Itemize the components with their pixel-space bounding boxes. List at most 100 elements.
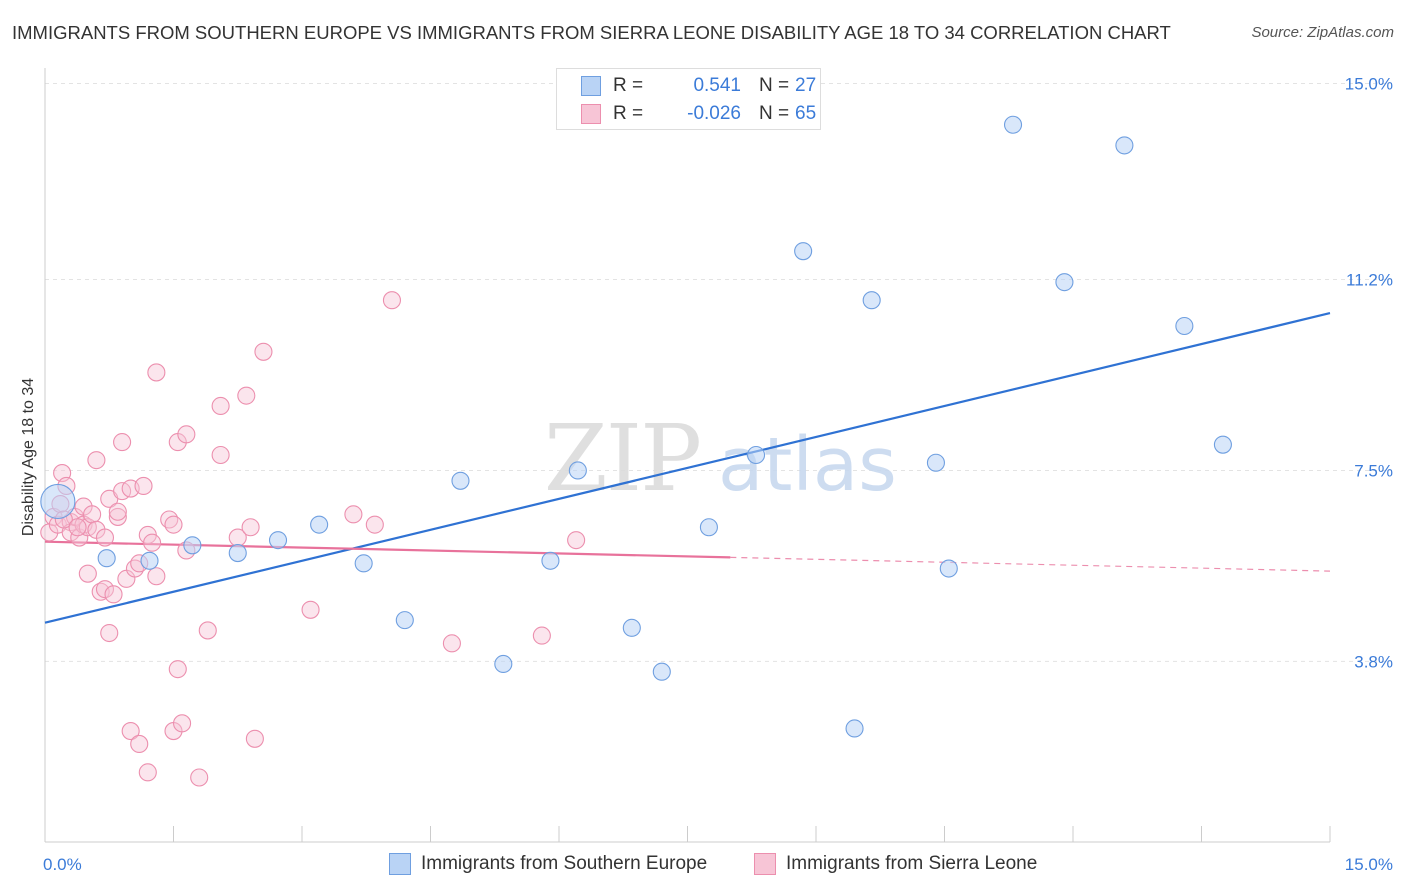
legend-n-label: N = [759, 103, 790, 124]
grid-lines [45, 82, 1392, 662]
watermark: ZIP atlas [544, 405, 897, 512]
data-point-sierra-leone [95, 528, 115, 547]
correlation-legend: R = 0.541 N = 27 R = -0.026 N = 65 [556, 68, 821, 130]
data-point-sierra-leone [365, 515, 384, 534]
data-point-sierra-leone [143, 533, 162, 552]
data-point-southern-europe [845, 719, 864, 738]
legend-swatch-pink [754, 853, 776, 875]
data-point-southern-europe [228, 543, 247, 563]
data-point-southern-europe [622, 618, 641, 637]
data-point-sierra-leone [198, 621, 217, 640]
data-point-southern-europe [926, 453, 945, 472]
data-point-southern-europe [268, 531, 288, 550]
data-point-southern-europe [1055, 273, 1074, 292]
data-point-southern-europe [354, 554, 373, 573]
data-point-sierra-leone [344, 505, 363, 524]
legend-n-value: 65 [795, 103, 817, 124]
data-point-southern-europe [699, 518, 718, 537]
data-point-sierra-leone [190, 768, 209, 787]
data-point-sierra-leone [121, 722, 140, 741]
data-point-southern-europe [494, 654, 513, 674]
legend-r-label: R = [613, 103, 644, 124]
data-point-sierra-leone [177, 425, 196, 444]
data-point-southern-europe [746, 445, 766, 465]
data-point-sierra-leone [108, 507, 127, 526]
legend-swatch-blue [581, 76, 601, 96]
data-point-sierra-leone [83, 505, 102, 524]
data-point-southern-europe [1003, 115, 1023, 134]
legend-r-value: -0.026 [687, 103, 741, 124]
data-point-southern-europe [140, 551, 159, 570]
data-point-sierra-leone [442, 634, 461, 653]
trend-line-pink-dashed [730, 556, 1331, 572]
data-point-southern-europe [794, 242, 813, 261]
data-point-southern-europe [939, 559, 958, 578]
y-tick-label: 15.0% [1345, 74, 1393, 93]
data-point-southern-europe [652, 662, 671, 681]
data-point-southern-europe [97, 549, 116, 568]
legend-n-value: 27 [795, 75, 817, 96]
series-southern-europe-points [40, 115, 1232, 738]
data-point-sierra-leone [95, 580, 115, 599]
trend-line-pink [44, 540, 731, 559]
series-sierra-leone-points [40, 291, 586, 787]
legend-r-value: 0.541 [693, 75, 741, 96]
data-point-sierra-leone [87, 451, 106, 470]
data-point-southern-europe [1175, 316, 1194, 336]
data-point-sierra-leone [138, 763, 157, 782]
data-point-sierra-leone [130, 734, 149, 754]
trend-line-blue [44, 312, 1331, 624]
data-point-southern-europe [40, 483, 76, 519]
legend-r-label: R = [613, 75, 644, 96]
data-point-southern-europe [310, 515, 329, 534]
data-point-sierra-leone [245, 729, 264, 748]
y-tick-label: 11.2% [1346, 271, 1393, 290]
legend-label-sierra-leone: Immigrants from Sierra Leone [786, 853, 1038, 874]
data-point-sierra-leone [211, 445, 230, 465]
data-point-southern-europe [568, 461, 587, 480]
data-point-sierra-leone [147, 363, 166, 382]
trend-lines [44, 312, 1331, 624]
watermark-atlas: atlas [718, 422, 897, 508]
data-point-southern-europe [862, 291, 881, 310]
data-point-sierra-leone [147, 567, 166, 586]
data-point-southern-europe [541, 551, 560, 570]
data-point-sierra-leone [113, 433, 132, 452]
data-point-sierra-leone [108, 502, 127, 521]
legend-label-southern-europe: Immigrants from Southern Europe [421, 853, 708, 874]
y-axis-label: Disability Age 18 to 34 [20, 378, 37, 536]
data-point-southern-europe [183, 536, 202, 555]
data-point-southern-europe [451, 471, 470, 490]
data-point-sierra-leone [567, 531, 586, 550]
data-point-sierra-leone [301, 600, 320, 619]
watermark-zip: ZIP [544, 405, 700, 512]
data-point-southern-europe [1115, 136, 1134, 155]
data-point-sierra-leone [382, 291, 402, 310]
data-point-sierra-leone [173, 714, 192, 733]
x-tick-label: 0.0% [43, 855, 82, 874]
data-point-sierra-leone [168, 660, 187, 679]
legend-swatch-pink [581, 104, 601, 124]
data-point-sierra-leone [164, 515, 183, 534]
legend-n-label: N = [759, 75, 790, 96]
data-point-southern-europe [395, 611, 414, 630]
y-tick-label: 3.8% [1354, 652, 1393, 671]
data-point-sierra-leone [241, 518, 260, 537]
y-tick-label: 7.5% [1354, 461, 1393, 480]
data-point-sierra-leone [68, 518, 87, 537]
data-point-sierra-leone [134, 476, 153, 496]
axes [44, 68, 1331, 843]
x-tick-label: 15.0% [1345, 855, 1393, 874]
source-credit: Source: ZipAtlas.com [1251, 24, 1394, 41]
chart-title: IMMIGRANTS FROM SOUTHERN EUROPE VS IMMIG… [12, 22, 1171, 43]
data-point-sierra-leone [78, 564, 97, 583]
data-point-sierra-leone [104, 585, 123, 604]
tick-labels: 3.8% 7.5% 11.2% 15.0% 0.0% 15.0% [43, 74, 1393, 874]
data-point-sierra-leone [254, 342, 273, 361]
data-point-sierra-leone [237, 386, 256, 405]
data-point-sierra-leone [532, 626, 551, 645]
legend-swatch-blue [389, 853, 411, 875]
data-point-sierra-leone [100, 623, 119, 643]
data-point-southern-europe [1213, 435, 1232, 454]
